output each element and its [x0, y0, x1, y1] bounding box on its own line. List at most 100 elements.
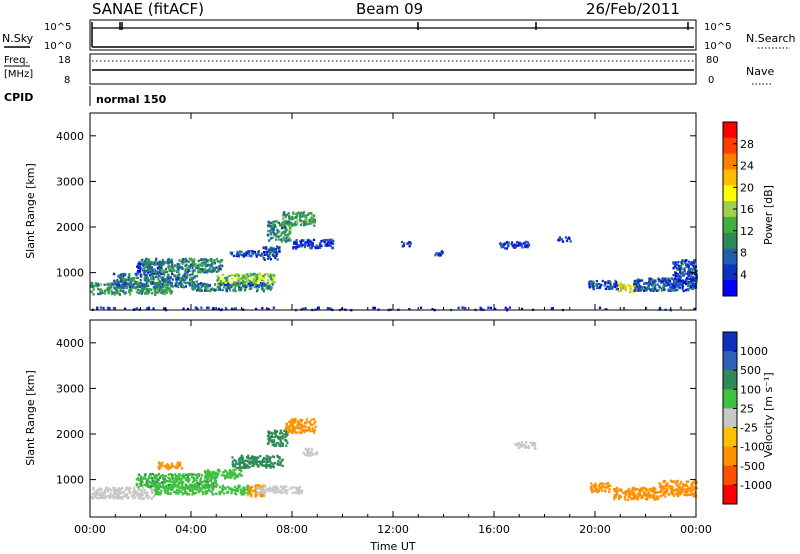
velocity-colorbar-swatch	[723, 446, 737, 467]
power-axes: 1000 2000 3000 4000	[56, 113, 697, 310]
velocity-axes: 00:00 04:00 08:00 12:00 16:00 20:00 00:00 1000 2…	[56, 320, 712, 536]
data-feature	[262, 245, 281, 261]
power-data	[90, 211, 698, 312]
velocity-colorbar-tick-label: 1000	[740, 345, 768, 358]
power-colorbar-swatch	[723, 122, 737, 139]
power-colorbar-tick-label: 20	[740, 181, 754, 194]
velocity-colorbar-tick-label: -25	[740, 422, 758, 435]
nave-tick-bottom: 0	[708, 75, 714, 86]
power-colorbar-tick-label: 8	[740, 247, 747, 260]
power-colorbar-tick-label: 16	[740, 203, 754, 216]
velocity-colorbar-swatch	[723, 465, 737, 486]
noise-sky-label: N.Sky	[2, 32, 34, 45]
power-colorbar-swatch	[723, 216, 737, 234]
data-feature	[256, 485, 304, 495]
data-feature	[231, 454, 284, 470]
data-feature	[292, 238, 335, 250]
power-colorbar-swatch	[723, 280, 737, 297]
data-feature	[658, 479, 698, 498]
velocity-colorbar-swatch	[723, 484, 737, 505]
data-feature	[112, 272, 199, 289]
noise-search-label: N.Search	[746, 32, 796, 45]
data-feature	[588, 279, 623, 291]
power-colorbar-swatch	[723, 185, 737, 202]
cpid-mode: normal 150	[96, 93, 167, 106]
power-colorbar-tick-label: 12	[740, 225, 754, 238]
power-panel: 1000 2000 3000 4000 Slant Range [km]	[24, 112, 698, 312]
noise-right-tick-bottom: 10^0	[704, 41, 731, 52]
y-tick-label: 3000	[56, 175, 84, 188]
velocity-colorbar-tick-label: -500	[740, 460, 765, 473]
power-colorbar-swatch	[723, 232, 737, 250]
data-feature	[400, 240, 412, 248]
y-tick-label: 1000	[56, 474, 84, 487]
velocity-colorbar-swatch	[723, 370, 737, 390]
y-tick-label: 4000	[56, 337, 84, 350]
velocity-colorbar-tick-label: -1000	[740, 479, 772, 492]
noise-right-tick-top: 10^5	[704, 22, 731, 33]
power-colorbar-swatch	[723, 264, 737, 281]
velocity-y-axis-label: Slant Range [km]	[24, 370, 37, 466]
velocity-colorbar-swatch	[723, 389, 737, 409]
data-feature	[434, 250, 444, 257]
velocity-colorbar-tick-label: 25	[740, 402, 754, 415]
data-feature	[140, 257, 224, 274]
data-feature	[266, 220, 292, 243]
freq-unit-label: [MHz]	[4, 69, 33, 80]
noise-panel: N.Sky 10^5 10^0 10^5 10^0 N.Search	[2, 19, 796, 52]
y-tick-label: 2000	[56, 221, 84, 234]
data-feature	[514, 440, 537, 450]
power-colorbar-swatch	[723, 169, 737, 186]
x-tick-label: 20:00	[579, 523, 611, 536]
y-tick-label: 4000	[56, 130, 84, 143]
velocity-colorbar-label: Velocity [m s⁻¹]	[762, 372, 775, 457]
data-feature	[266, 429, 289, 448]
data-feature	[612, 486, 660, 502]
data-feature	[90, 486, 155, 500]
beam-title: Beam 09	[356, 0, 423, 18]
y-tick-label: 1000	[56, 267, 84, 280]
freq-label: Freq.	[4, 55, 29, 66]
x-tick-label: 16:00	[478, 523, 510, 536]
velocity-panel: 00:00 04:00 08:00 12:00 16:00 20:00 00:00 1000 2…	[24, 319, 712, 553]
power-colorbar-tick-label: 28	[740, 138, 754, 151]
power-colorbar-label: Power [dB]	[762, 185, 775, 245]
data-feature	[590, 481, 612, 494]
station-title: SANAE (fitACF)	[92, 0, 204, 18]
data-feature	[191, 281, 274, 293]
data-feature	[216, 272, 276, 285]
freq-panel: Freq. [MHz] 18 8 80 0 Nave	[4, 53, 774, 86]
power-colorbar-tick-label: 4	[740, 268, 747, 281]
data-feature	[157, 461, 184, 471]
y-tick-label: 2000	[56, 428, 84, 441]
data-feature	[153, 484, 252, 496]
velocity-colorbar-tick-label: -100	[740, 441, 765, 454]
data-feature	[671, 259, 698, 289]
time-axis-label: Time UT	[369, 540, 415, 553]
noise-left-tick-bottom: 10^0	[44, 41, 71, 52]
power-colorbar-swatch	[723, 248, 737, 265]
x-tick-label: 00:00	[74, 523, 106, 536]
velocity-colorbar-tick-label: 500	[740, 364, 761, 377]
velocity-colorbar-swatch	[723, 332, 737, 352]
power-colorbar-swatch	[723, 137, 737, 155]
y-tick-label: 3000	[56, 382, 84, 395]
noise-left-tick-top: 10^5	[44, 22, 71, 33]
power-colorbar: 28 24 20 16 12 8 4	[722, 121, 754, 297]
data-feature	[302, 447, 319, 457]
power-y-axis-label: Slant Range [km]	[24, 163, 37, 259]
nave-tick-top: 80	[706, 55, 719, 66]
data-feature	[281, 211, 317, 227]
x-tick-label: 00:00	[680, 523, 712, 536]
velocity-colorbar-swatch	[723, 427, 737, 448]
freq-tick-bottom: 8	[64, 75, 70, 86]
cpid-label: CPID	[4, 91, 33, 104]
freq-tick-top: 18	[58, 55, 71, 66]
power-colorbar-swatch	[723, 201, 737, 218]
data-feature	[204, 468, 243, 480]
power-colorbar-tick-label: 24	[740, 160, 754, 173]
data-feature	[229, 250, 264, 258]
velocity-colorbar-swatch	[723, 351, 737, 371]
data-feature	[91, 306, 696, 312]
